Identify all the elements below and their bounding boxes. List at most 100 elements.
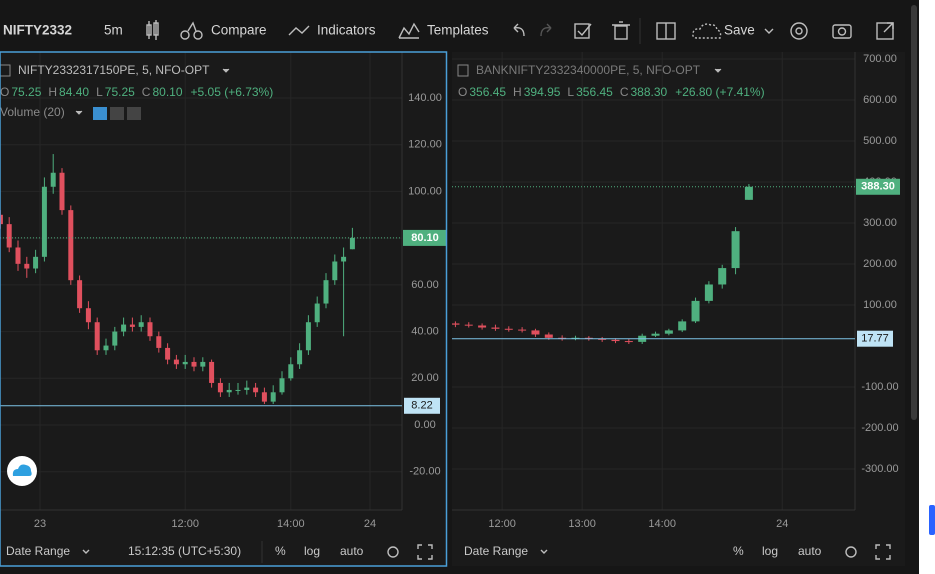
x-tick-label: 13:00 [568, 518, 596, 530]
candle-body [270, 392, 276, 402]
hline-badge [404, 397, 440, 414]
ohlc-legend: O 356.45 H 394.95 L 356.45 C 388.30 +26.80 (+7.4… [458, 85, 765, 99]
y-tick-label: 700.00 [863, 53, 897, 65]
log-toggle[interactable]: log [762, 544, 778, 558]
snapshot-icon[interactable] [832, 24, 852, 39]
settings-icon[interactable] [790, 22, 808, 40]
left-pane [0, 52, 446, 566]
indicator-settings[interactable] [110, 107, 124, 120]
candle-body [491, 327, 500, 329]
candle-body [341, 256, 347, 262]
last-price-label: 80.10 [411, 232, 439, 244]
ohlc-key: L [567, 85, 574, 99]
date-range[interactable]: Date Range [464, 544, 528, 558]
indicator-visibility[interactable] [93, 107, 107, 120]
legend-menu-icon [0, 64, 11, 77]
ohlc-value: 356.45 [576, 85, 613, 99]
redo-icon[interactable] [540, 23, 552, 37]
x-tick-label: 12:00 [488, 518, 516, 530]
candle-body [24, 263, 30, 269]
footer-settings[interactable] [387, 546, 399, 558]
date-range-dropdown[interactable] [82, 549, 90, 554]
y-tick-label: 300.00 [863, 217, 897, 229]
chart-type-icon[interactable] [146, 20, 159, 40]
candle-body [651, 333, 660, 336]
y-tick-label: 100.00 [863, 299, 897, 311]
indicators-icon[interactable] [288, 25, 310, 36]
candle-body [112, 331, 118, 346]
x-tick-label: 14:00 [277, 518, 305, 530]
save-dropdown[interactable] [764, 28, 774, 34]
ohlc-value: 80.10 [152, 85, 182, 99]
candle-body [6, 224, 12, 248]
footer-settings[interactable] [845, 546, 857, 558]
undo-icon[interactable] [513, 23, 525, 37]
scrollbar[interactable] [911, 5, 917, 420]
ohlc-value: 388.30 [630, 85, 667, 99]
symbol[interactable]: NIFTY2332 [3, 23, 72, 38]
indicator-dropdown [75, 110, 83, 115]
candle-body [279, 378, 285, 393]
last-price-badge [856, 178, 900, 195]
templates-icon[interactable] [398, 22, 420, 39]
ohlc-value: 356.45 [469, 85, 506, 99]
candle-body [531, 330, 540, 335]
checkbox-icon[interactable] [574, 23, 592, 39]
candle-body [244, 387, 250, 390]
ohlc-value: 75.25 [11, 85, 41, 99]
trash-icon[interactable] [612, 21, 630, 40]
fullscreen[interactable] [417, 544, 433, 560]
save-button[interactable]: Save [724, 23, 755, 38]
indicator-remove[interactable] [127, 107, 141, 120]
candle-body [103, 345, 109, 351]
date-range-dropdown[interactable] [540, 549, 548, 554]
candle-body [349, 237, 355, 250]
candle-body [478, 325, 487, 328]
logo[interactable] [7, 456, 37, 486]
popout-icon[interactable] [876, 22, 894, 40]
compare-button[interactable]: Compare [211, 23, 267, 38]
right-footer: Date Range % log auto [464, 544, 891, 560]
series [0, 154, 402, 407]
interval[interactable]: 5m [104, 23, 123, 38]
y-tick-label: 600.00 [863, 94, 897, 106]
candle-body [94, 322, 100, 351]
indicators-button[interactable]: Indicators [317, 23, 376, 38]
y-tick-label: 0.00 [414, 419, 435, 431]
candle-body [33, 256, 39, 269]
candle-body [518, 329, 527, 331]
candle-body [138, 322, 144, 327]
candle-body [147, 322, 153, 337]
candle-body [209, 361, 215, 383]
y-tick-label: 20.00 [411, 372, 439, 384]
legend-menu-icon [457, 64, 469, 77]
auto-toggle[interactable]: auto [798, 544, 822, 558]
candle-body [314, 303, 320, 323]
templates-button[interactable]: Templates [427, 23, 489, 38]
y-tick-label: 120.00 [408, 139, 442, 151]
auto-toggle[interactable]: auto [340, 544, 364, 558]
percent-toggle[interactable]: % [275, 544, 286, 558]
clock: 15:12:35 (UTC+5:30) [128, 544, 241, 558]
date-range[interactable]: Date Range [6, 544, 70, 558]
candle-body [200, 361, 206, 367]
candle-body [332, 261, 338, 281]
candle-body [85, 308, 91, 323]
legend-dropdown [222, 68, 230, 73]
candle-body [77, 280, 83, 309]
percent-toggle[interactable]: % [733, 544, 744, 558]
plots: -20.000.0020.0040.0060.0080.00100.00120.… [0, 52, 900, 530]
candle-body [15, 247, 21, 264]
indicator-label: Volume (20) [0, 105, 65, 119]
x-tick-label: 23 [34, 518, 46, 530]
compare-icon[interactable] [180, 21, 203, 40]
candle-body [253, 387, 259, 393]
log-toggle[interactable]: log [304, 544, 320, 558]
layout-icon[interactable] [656, 22, 676, 40]
fullscreen[interactable] [875, 544, 891, 560]
candle-body [182, 361, 188, 365]
y-tick-label: -200.00 [861, 422, 898, 434]
side-button[interactable] [929, 505, 935, 535]
x-tick-label: 12:00 [171, 518, 199, 530]
